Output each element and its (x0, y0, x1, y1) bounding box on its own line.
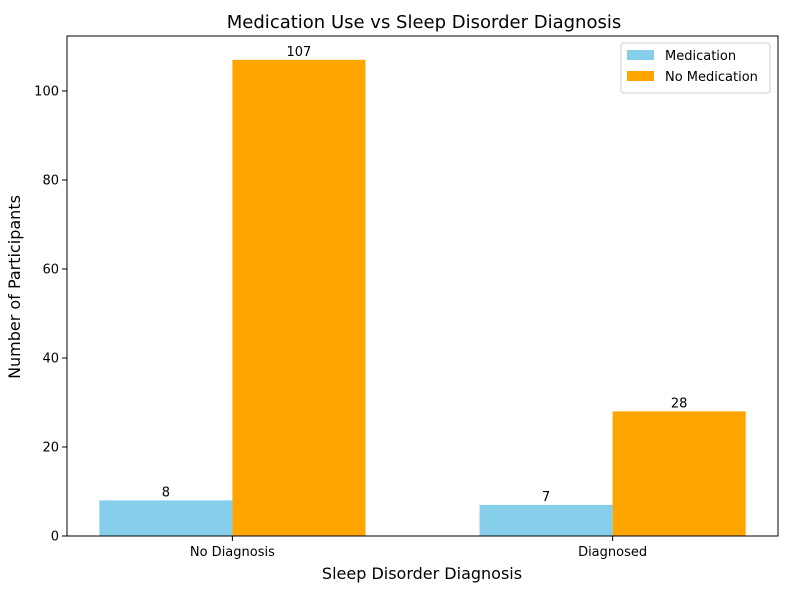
y-tick-label: 40 (42, 351, 59, 366)
chart-title: Medication Use vs Sleep Disorder Diagnos… (227, 12, 621, 33)
bar-value-label: 7 (542, 490, 550, 505)
legend: Medication No Medication (620, 42, 771, 94)
x-tick-label: No Diagnosis (190, 545, 275, 560)
bar (612, 411, 746, 536)
y-tick-label: 20 (42, 440, 59, 455)
bar (232, 59, 366, 537)
plot-area: 8 7 107 28 0 20 40 60 80 100 No Diagnosis Diagnosed (34, 35, 779, 560)
legend-swatch (627, 50, 654, 60)
x-axis-label: Sleep Disorder Diagnosis (322, 564, 522, 583)
y-tick-label: 60 (42, 262, 59, 277)
legend-label: Medication (665, 49, 736, 64)
bar-value-label: 107 (287, 45, 312, 60)
y-axis-label: Number of Participants (5, 195, 24, 379)
y-tick-label: 80 (42, 173, 59, 188)
legend-swatch (627, 71, 654, 81)
y-tick-label: 100 (34, 84, 59, 99)
bar (479, 504, 613, 536)
bar-value-label: 28 (671, 396, 688, 411)
legend-label: No Medication (665, 70, 758, 85)
bar-value-label: 8 (162, 485, 170, 500)
bar (99, 500, 233, 536)
x-tick-label: Diagnosed (578, 545, 647, 560)
y-tick-label: 0 (51, 530, 59, 545)
plot-frame (66, 35, 779, 537)
legend-box (620, 42, 771, 94)
